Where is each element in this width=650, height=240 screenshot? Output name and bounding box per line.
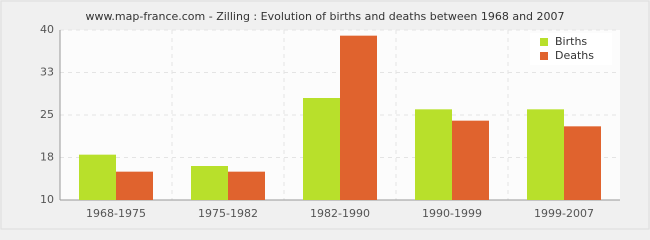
y-tick-label: 25 (40, 108, 54, 121)
x-tick-label: 1975-1982 (198, 207, 258, 220)
chart-title: www.map-france.com - Zilling : Evolution… (85, 10, 564, 23)
bar (79, 154, 116, 200)
y-tick-label: 40 (40, 23, 54, 36)
bar (228, 171, 265, 200)
y-tick-label: 33 (40, 66, 54, 79)
x-tick-label: 1990-1999 (422, 207, 482, 220)
bar (415, 109, 452, 200)
bar (340, 35, 377, 200)
legend-swatch (540, 38, 548, 46)
bar (303, 98, 340, 200)
bar (191, 166, 228, 200)
y-tick-label: 18 (40, 151, 54, 164)
bar (452, 120, 489, 200)
legend-label: Births (555, 35, 587, 48)
bar (116, 171, 153, 200)
bar (527, 109, 564, 200)
bar (564, 126, 601, 200)
x-tick-label: 1968-1975 (86, 207, 146, 220)
y-tick-label: 10 (40, 193, 54, 206)
legend-label: Deaths (555, 49, 594, 62)
x-tick-label: 1999-2007 (534, 207, 594, 220)
page: www.map-france.com - Zilling : Evolution… (0, 0, 650, 230)
x-tick-label: 1982-1990 (310, 207, 370, 220)
chart: www.map-france.com - Zilling : Evolution… (0, 0, 650, 230)
legend-swatch (540, 52, 548, 60)
